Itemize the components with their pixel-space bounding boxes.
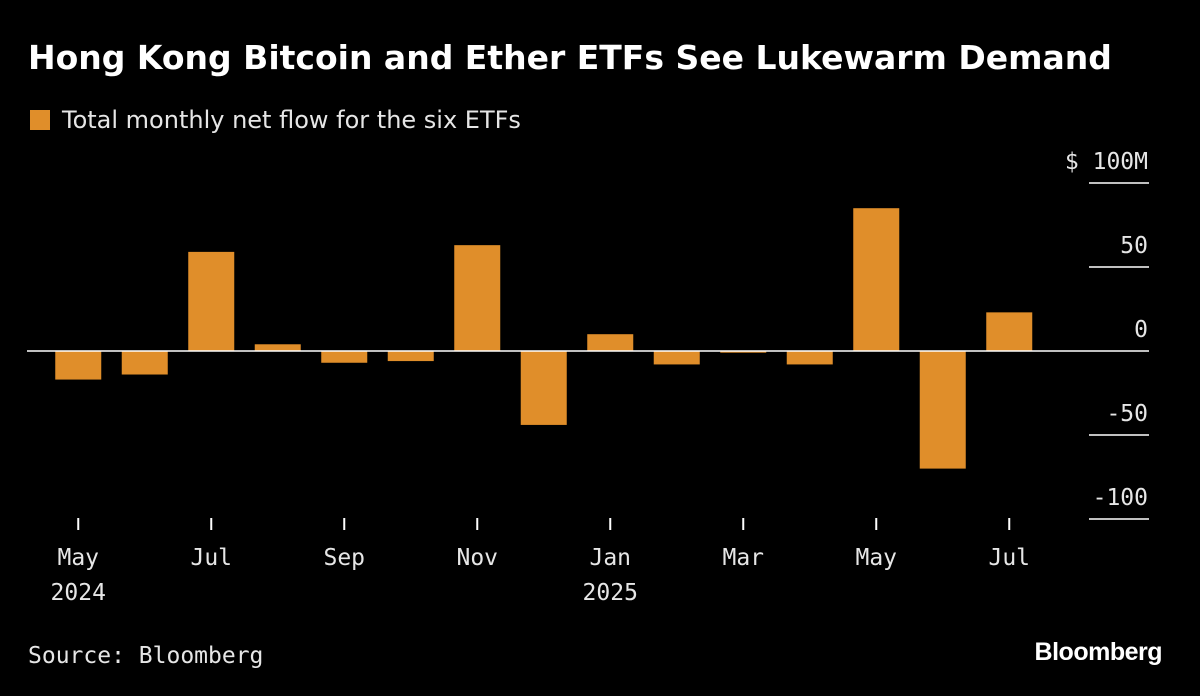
x-tick-label: Nov bbox=[456, 545, 498, 571]
legend-label: Total monthly net flow for the six ETFs bbox=[62, 106, 521, 134]
bar bbox=[587, 334, 634, 351]
chart-title: Hong Kong Bitcoin and Ether ETFs See Luk… bbox=[28, 38, 1112, 77]
bloomberg-logo: Bloomberg bbox=[1034, 638, 1163, 666]
x-tick-label: Jul bbox=[190, 545, 232, 571]
x-tick-label: Mar bbox=[722, 545, 764, 571]
bar bbox=[387, 351, 434, 362]
y-tick-label: $ 100M bbox=[1065, 149, 1148, 175]
bar bbox=[919, 351, 966, 469]
legend: Total monthly net flow for the six ETFs bbox=[30, 106, 521, 134]
bar bbox=[720, 351, 767, 353]
bar bbox=[121, 351, 168, 375]
bar bbox=[986, 312, 1033, 351]
x-tick-year-label: 2025 bbox=[583, 580, 638, 606]
y-tick-label: 0 bbox=[1134, 317, 1148, 343]
x-tick-labels: May 2024 Jul Sep Nov Jan 2025 Mar May Jul bbox=[51, 518, 1030, 606]
bar bbox=[786, 351, 833, 365]
bars bbox=[55, 208, 1033, 469]
y-gridlines bbox=[1089, 182, 1149, 520]
bar bbox=[321, 351, 368, 363]
y-tick-labels: $ 100M 50 0 -50 -100 bbox=[1065, 149, 1148, 511]
x-tick-label: May bbox=[57, 545, 99, 571]
source-note: Source: Bloomberg bbox=[28, 643, 264, 669]
bar bbox=[520, 351, 567, 425]
x-tick-label: May bbox=[855, 545, 897, 571]
bar bbox=[254, 344, 301, 351]
bar bbox=[188, 251, 235, 351]
bar bbox=[454, 245, 501, 351]
bar bbox=[853, 208, 900, 351]
y-tick-label: -50 bbox=[1106, 401, 1148, 427]
x-tick-year-label: 2024 bbox=[51, 580, 106, 606]
y-tick-label: 50 bbox=[1120, 233, 1148, 259]
legend-swatch bbox=[30, 110, 50, 130]
y-tick-label: -100 bbox=[1093, 485, 1148, 511]
x-tick-label: Jul bbox=[988, 545, 1030, 571]
x-tick-label: Sep bbox=[323, 545, 365, 571]
bar bbox=[653, 351, 700, 365]
x-tick-label: Jan bbox=[589, 545, 631, 571]
bar bbox=[55, 351, 102, 380]
